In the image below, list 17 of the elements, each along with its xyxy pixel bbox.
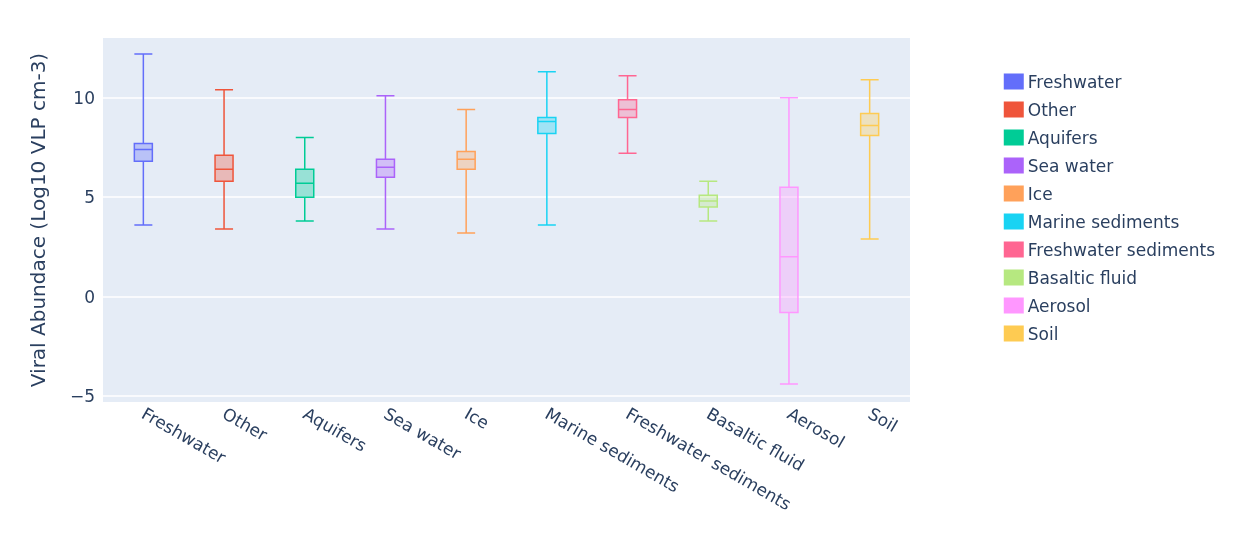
legend-label: Sea water	[1027, 155, 1114, 176]
x-tick-label: Soil	[864, 403, 902, 436]
y-tick-label: −5	[69, 386, 95, 407]
legend-label: Soil	[1027, 323, 1059, 344]
legend-label: Marine sediments	[1027, 211, 1180, 232]
legend-label: Aerosol	[1027, 295, 1091, 316]
legend-label: Freshwater sediments	[1027, 239, 1216, 260]
x-tick-label: Ice	[461, 403, 493, 434]
legend-label: Basaltic fluid	[1027, 267, 1137, 288]
y-tick-label: 10	[73, 87, 95, 108]
legend-label: Ice	[1027, 183, 1053, 204]
legend-label: Freshwater	[1027, 71, 1122, 92]
y-axis-title: Viral Abundace (Log10 VLP cm-3)	[26, 52, 50, 388]
y-tick-label: 5	[84, 187, 95, 208]
legend-label: Aquifers	[1027, 127, 1098, 148]
y-tick-label: 0	[84, 286, 95, 307]
legend-label: Other	[1027, 99, 1077, 120]
